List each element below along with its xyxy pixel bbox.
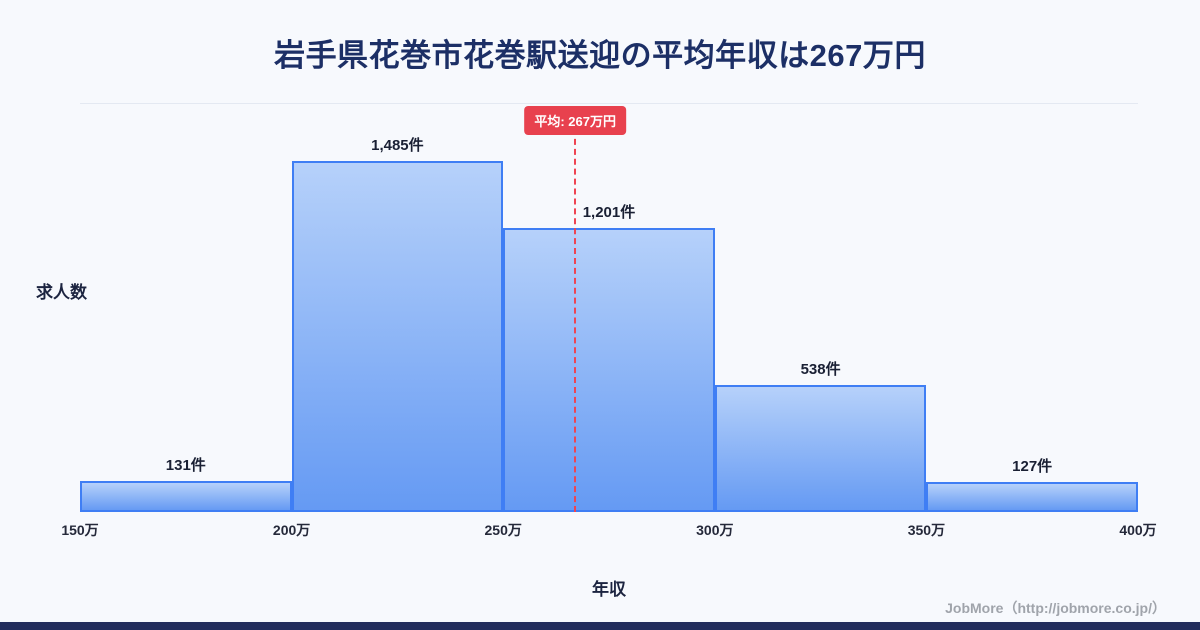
- y-axis-label: 求人数: [36, 283, 87, 302]
- bar-value-label: 1,485件: [371, 137, 424, 154]
- x-axis-tick-label: 400万: [1119, 522, 1157, 538]
- histogram-bar: [80, 481, 292, 512]
- page-title: 岩手県花巻市花巻駅送迎の平均年収は267万円: [274, 38, 926, 73]
- histogram-bar: [291, 161, 504, 512]
- bar-value-label: 131件: [165, 457, 206, 474]
- histogram-bar: [926, 482, 1138, 512]
- x-axis-tick-label: 300万: [696, 522, 734, 538]
- x-axis-tick-label: 350万: [907, 522, 946, 538]
- x-axis-ticks: 150万 200万 250万 300万 350万 400万: [61, 520, 1156, 544]
- plot-area: 131件 1,485件 1,201件 538件 127件 平均: 267万円 150万 2…: [61, 103, 1157, 538]
- x-axis-tick-label: 150万: [61, 522, 99, 538]
- bar-value-label: 538件: [800, 361, 841, 378]
- x-axis-label: 年収: [592, 580, 626, 599]
- footer-credit: JobMore（http://jobmore.co.jp/）: [945, 600, 1166, 616]
- x-axis-tick-label: 250万: [484, 522, 522, 538]
- histogram-bars: 131件 1,485件 1,201件 538件 127件: [80, 134, 1138, 512]
- histogram-bar-group: 1,201件: [503, 201, 715, 512]
- histogram-bar-group: 538件: [714, 358, 927, 512]
- average-badge: 平均: 267万円: [524, 106, 626, 135]
- bar-value-label: 1,201件: [582, 204, 636, 221]
- histogram-bar-group: 127件: [926, 455, 1138, 512]
- histogram-bar: [714, 385, 927, 512]
- histogram-bar-group: 131件: [80, 454, 292, 512]
- bar-value-label: 127件: [1012, 458, 1053, 475]
- histogram-bar-group: 1,485件: [291, 134, 504, 512]
- x-axis-tick-label: 200万: [272, 522, 311, 538]
- average-line: [574, 129, 577, 512]
- histogram-bar: [503, 228, 715, 512]
- bottom-accent-bar: [0, 622, 1200, 630]
